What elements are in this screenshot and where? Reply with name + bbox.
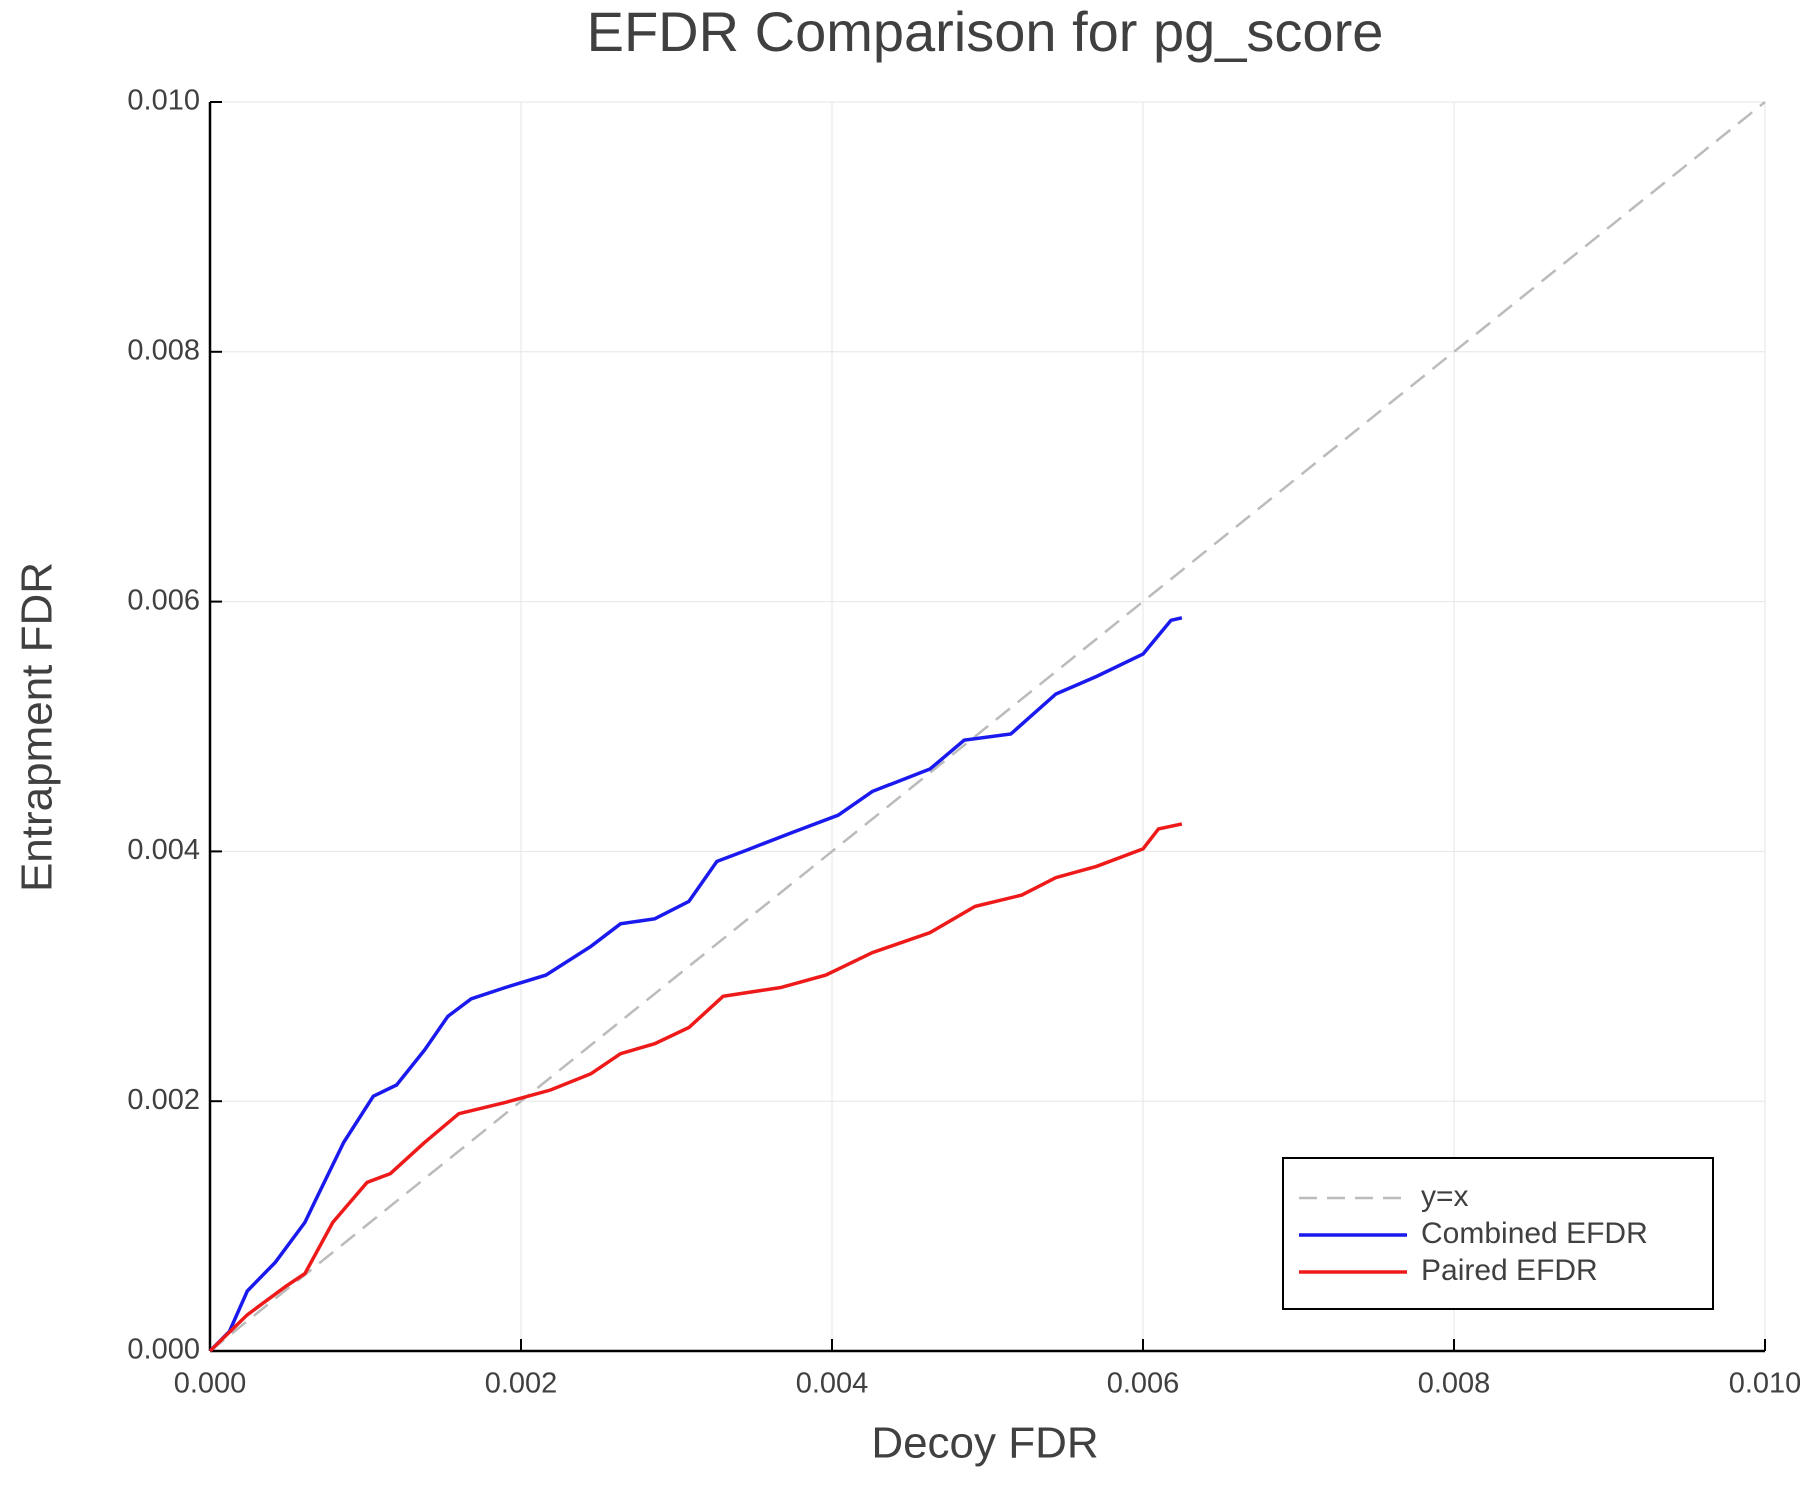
legend-label: Paired EFDR <box>1421 1254 1598 1287</box>
y-tick-label: 0.008 <box>127 334 200 366</box>
y-tick-label: 0.002 <box>127 1084 200 1116</box>
x-tick-label: 0.008 <box>1418 1368 1491 1400</box>
legend-label: Combined EFDR <box>1421 1217 1648 1250</box>
legend-label: y=x <box>1421 1180 1469 1213</box>
chart-title: EFDR Comparison for pg_score <box>587 0 1384 63</box>
y-tick-label: 0.010 <box>127 85 200 117</box>
x-tick-label: 0.004 <box>796 1368 869 1400</box>
x-axis-label: Decoy FDR <box>871 1419 1098 1468</box>
series-line <box>209 101 1766 1352</box>
y-tick-label: 0.006 <box>127 584 200 616</box>
y-tick-label: 0.004 <box>127 834 200 866</box>
x-tick-label: 0.010 <box>1729 1368 1800 1400</box>
x-tick-label: 0.006 <box>1107 1368 1180 1400</box>
y-axis-label: Entrapment FDR <box>13 562 62 892</box>
x-tick-label: 0.000 <box>174 1368 247 1400</box>
x-tick-label: 0.002 <box>485 1368 558 1400</box>
y-tick-label: 0.000 <box>127 1334 200 1366</box>
series-line <box>208 616 1183 1353</box>
series-line <box>208 822 1183 1353</box>
